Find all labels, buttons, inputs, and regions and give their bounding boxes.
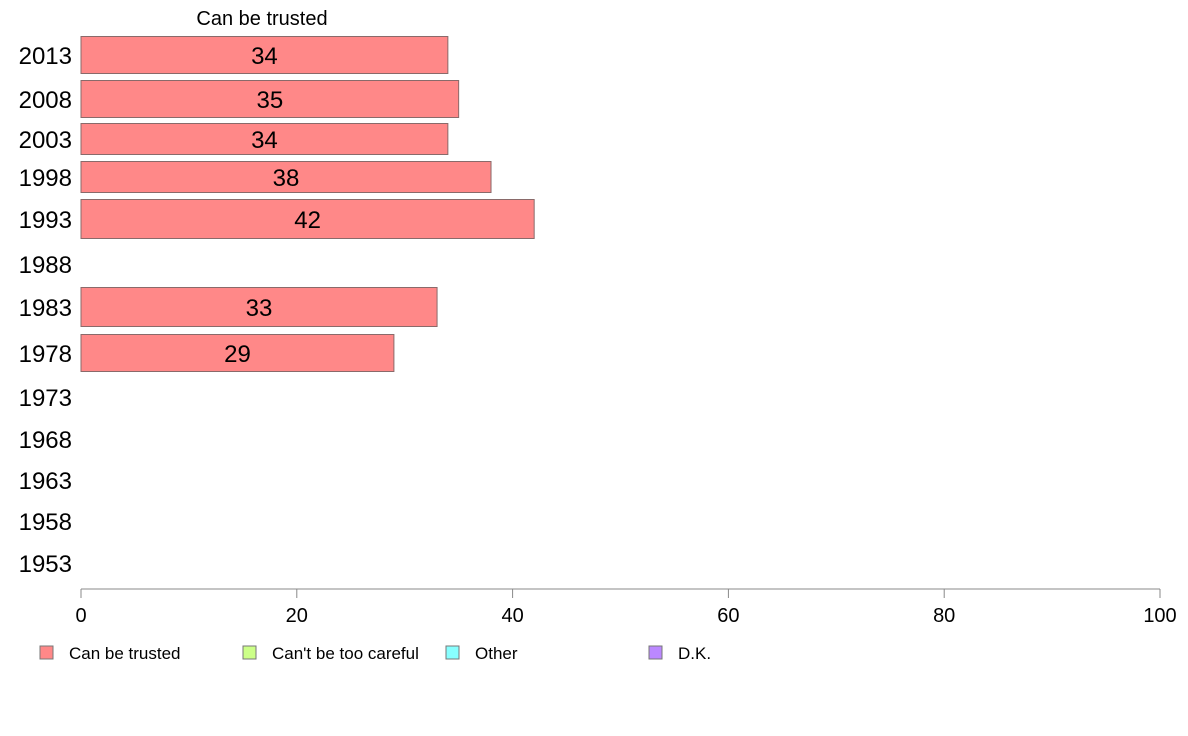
bar-1993	[80, 199, 535, 239]
x-axis: 0 20 40 60 80 100	[75, 588, 1177, 627]
x-tick-label-100: 100	[1143, 605, 1176, 627]
bar-value-label-1983: 33	[246, 295, 273, 322]
year-label-1978: 1978	[19, 341, 72, 368]
bar-value-label-2008: 35	[256, 87, 283, 114]
year-label-1993: 1993	[19, 207, 72, 234]
bar-value-label-2013: 34	[251, 43, 278, 70]
x-tick-label-0: 0	[75, 605, 86, 627]
bars: 34 35 34 38 42 33 29	[80, 36, 535, 372]
x-tick-label-40: 40	[501, 605, 523, 627]
year-label-2013: 2013	[19, 43, 72, 70]
chart-title: Can be trusted	[196, 8, 327, 30]
bar-1998	[80, 161, 492, 193]
bar-value-label-1993: 42	[294, 207, 321, 234]
year-label-2008: 2008	[19, 87, 72, 114]
legend: Can be trusted Can't be too careful Other D…	[39, 644, 711, 663]
year-label-1988: 1988	[19, 252, 72, 279]
year-label-1973: 1973	[19, 385, 72, 412]
bar-1978	[80, 334, 395, 372]
year-label-1963: 1963	[19, 468, 72, 495]
bar-value-label-2003: 34	[251, 127, 278, 154]
x-tick-label-80: 80	[933, 605, 955, 627]
bar-2008	[80, 80, 460, 118]
legend-swatch-can-be-trusted	[39, 645, 54, 660]
year-label-1983: 1983	[19, 295, 72, 322]
year-labels: 2013 2008 2003 1998 1993 1988 1983 1978 1973 1968…	[19, 43, 72, 578]
x-tick-label-60: 60	[717, 605, 739, 627]
year-label-1998: 1998	[19, 165, 72, 192]
bar-1983	[80, 287, 438, 327]
bar-value-label-1998: 38	[273, 165, 300, 192]
legend-swatch-other	[445, 645, 460, 660]
bar-2013	[80, 36, 449, 74]
x-tick-label-20: 20	[286, 605, 308, 627]
year-label-1958: 1958	[19, 509, 72, 536]
legend-label-can-t-be-too-careful: Can't be too careful	[272, 644, 419, 663]
year-label-2003: 2003	[19, 127, 72, 154]
legend-label-other: Other	[475, 644, 518, 663]
bar-2003	[80, 123, 449, 155]
year-label-1953: 1953	[19, 551, 72, 578]
legend-swatch-d-k	[648, 645, 663, 660]
legend-label-can-be-trusted: Can be trusted	[69, 644, 181, 663]
year-label-1968: 1968	[19, 427, 72, 454]
bar-value-label-1978: 29	[224, 341, 251, 368]
legend-swatch-can-t-be-too-careful	[242, 645, 257, 660]
legend-label-d-k: D.K.	[678, 644, 711, 663]
